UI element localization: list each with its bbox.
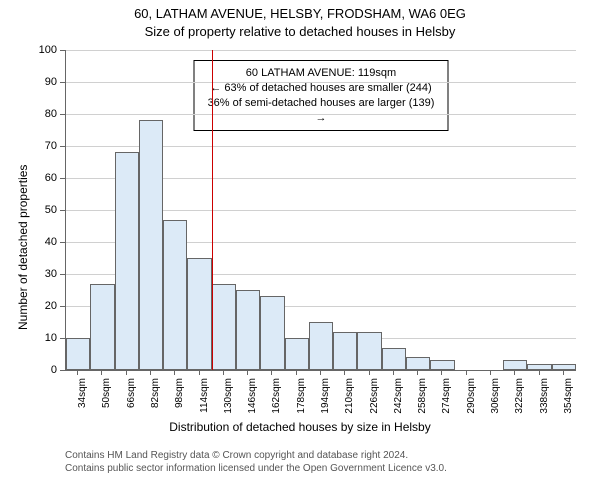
xtick-label: 274sqm [441,378,452,423]
xtick-mark [514,370,515,375]
chart-stage: 60, LATHAM AVENUE, HELSBY, FRODSHAM, WA6… [0,0,600,500]
footer-line2: Contains public sector information licen… [65,463,447,476]
ytick-label: 80 [30,108,57,120]
annotation-line1: 60 LATHAM AVENUE: 119sqm [205,66,438,81]
xtick-label: 322sqm [514,378,525,423]
xtick-mark [490,370,491,375]
xtick-label: 354sqm [563,378,574,423]
xtick-label: 34sqm [77,378,88,423]
xtick-mark [271,370,272,375]
plot-area: 60 LATHAM AVENUE: 119sqm ← 63% of detach… [65,50,576,371]
xtick-mark [369,370,370,375]
histogram-bar [236,290,260,370]
ytick-mark [60,242,65,243]
ytick-label: 10 [30,332,57,344]
xtick-label: 178sqm [296,378,307,423]
xtick-mark [126,370,127,375]
xtick-mark [344,370,345,375]
xtick-label: 162sqm [271,378,282,423]
annotation-box: 60 LATHAM AVENUE: 119sqm ← 63% of detach… [194,60,449,131]
chart-title-line2: Size of property relative to detached ho… [0,24,600,39]
histogram-bar [382,348,406,370]
histogram-bar [357,332,381,370]
ytick-label: 100 [30,44,57,56]
histogram-bar [115,152,139,370]
xtick-label: 114sqm [199,378,210,423]
xtick-label: 82sqm [150,378,161,423]
ytick-label: 60 [30,172,57,184]
xtick-label: 194sqm [320,378,331,423]
ytick-mark [60,146,65,147]
xtick-label: 66sqm [126,378,137,423]
footer-line1: Contains HM Land Registry data © Crown c… [65,450,447,463]
ytick-mark [60,82,65,83]
histogram-bar [406,357,430,370]
histogram-bar [66,338,90,370]
histogram-bar [430,360,454,370]
grid-line [66,114,576,115]
xtick-mark [223,370,224,375]
ytick-mark [60,306,65,307]
xtick-mark [199,370,200,375]
histogram-bar [552,364,576,370]
histogram-bar [260,296,284,370]
ytick-label: 90 [30,76,57,88]
ytick-mark [60,338,65,339]
ytick-label: 50 [30,204,57,216]
ytick-label: 40 [30,236,57,248]
histogram-bar [139,120,163,370]
chart-title-line1: 60, LATHAM AVENUE, HELSBY, FRODSHAM, WA6… [0,6,600,21]
ytick-mark [60,274,65,275]
xtick-label: 242sqm [393,378,404,423]
y-axis-label: Number of detached properties [16,165,30,330]
histogram-bar [212,284,236,370]
ytick-label: 30 [30,268,57,280]
histogram-bar [503,360,527,370]
ytick-label: 20 [30,300,57,312]
xtick-label: 210sqm [344,378,355,423]
histogram-bar [163,220,187,370]
histogram-bar [90,284,114,370]
xtick-mark [320,370,321,375]
annotation-line2: ← 63% of detached houses are smaller (24… [205,81,438,96]
annotation-line3: 36% of semi-detached houses are larger (… [205,96,438,126]
footer-text: Contains HM Land Registry data © Crown c… [65,450,447,475]
xtick-label: 50sqm [101,378,112,423]
ytick-mark [60,114,65,115]
xtick-mark [563,370,564,375]
ytick-mark [60,370,65,371]
histogram-bar [333,332,357,370]
xtick-label: 98sqm [174,378,185,423]
ytick-label: 70 [30,140,57,152]
histogram-bar [187,258,211,370]
xtick-label: 290sqm [466,378,477,423]
xtick-mark [441,370,442,375]
grid-line [66,82,576,83]
histogram-bar [285,338,309,370]
xtick-mark [174,370,175,375]
histogram-bar [527,364,551,370]
xtick-label: 338sqm [539,378,550,423]
ytick-mark [60,50,65,51]
ytick-mark [60,178,65,179]
xtick-mark [539,370,540,375]
xtick-mark [247,370,248,375]
xtick-mark [393,370,394,375]
xtick-mark [417,370,418,375]
xtick-label: 226sqm [369,378,380,423]
xtick-mark [466,370,467,375]
xtick-label: 306sqm [490,378,501,423]
xtick-mark [150,370,151,375]
xtick-label: 146sqm [247,378,258,423]
xtick-mark [77,370,78,375]
xtick-mark [296,370,297,375]
xtick-mark [101,370,102,375]
ytick-mark [60,210,65,211]
histogram-bar [309,322,333,370]
xtick-label: 130sqm [223,378,234,423]
ytick-label: 0 [30,364,57,376]
xtick-label: 258sqm [417,378,428,423]
grid-line [66,50,576,51]
marker-line [212,50,213,370]
